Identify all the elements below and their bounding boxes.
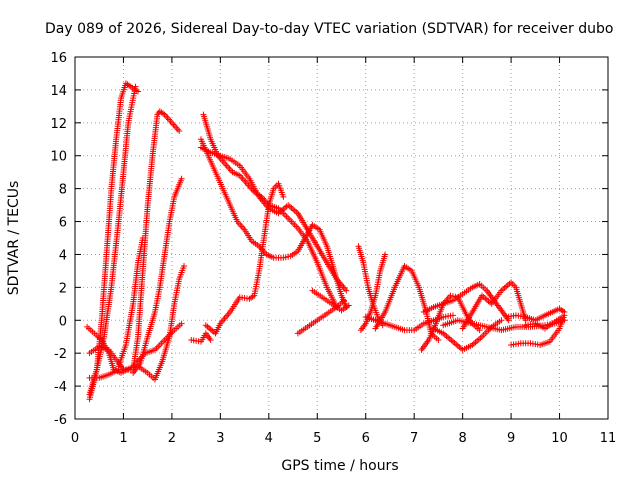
x-tick-label: 11 <box>600 431 617 446</box>
data-point <box>207 337 214 344</box>
y-axis-title: SDTVAR / TECUs <box>6 181 22 296</box>
y-tick-label: 0 <box>59 314 67 329</box>
data-point <box>343 287 350 294</box>
series-arc-9 <box>188 330 214 345</box>
y-tick-label: 4 <box>59 248 67 263</box>
y-tick-label: -4 <box>54 380 67 395</box>
data-point <box>449 312 456 319</box>
y-tick-label: 12 <box>50 117 67 132</box>
series-arc-24 <box>508 312 568 348</box>
data-point <box>561 309 568 316</box>
plot-frame <box>74 56 609 420</box>
data-point <box>120 366 127 373</box>
y-tick-label: -2 <box>54 347 67 362</box>
x-tick-label: 0 <box>71 431 79 446</box>
y-tick-label: -6 <box>54 413 67 428</box>
x-tick-label: 7 <box>410 431 418 446</box>
data-point <box>178 175 185 182</box>
series-arc-5 <box>130 175 185 376</box>
data-point <box>558 313 565 320</box>
y-tick-label: 6 <box>59 216 67 231</box>
y-tick-label: 2 <box>59 281 67 296</box>
x-tick-label: 2 <box>168 431 176 446</box>
data-point <box>132 83 139 90</box>
series-arc-13 <box>197 144 350 294</box>
series-arc-15 <box>309 287 352 314</box>
grid <box>75 57 608 419</box>
series-arc-22 <box>430 317 505 353</box>
x-tick-label: 1 <box>119 431 127 446</box>
data-point <box>340 297 347 304</box>
x-tick-label: 10 <box>551 431 568 446</box>
series-arc-14 <box>294 297 347 337</box>
series-arc-4 <box>86 108 183 381</box>
x-tick-label: 4 <box>265 431 273 446</box>
x-tick-label: 9 <box>507 431 515 446</box>
y-tick-label: 10 <box>50 150 67 165</box>
data-point <box>280 193 287 200</box>
x-axis-title: GPS time / hours <box>281 458 398 474</box>
series-arc-21 <box>420 281 512 324</box>
series-arc-3 <box>86 83 139 398</box>
data-point <box>345 302 352 309</box>
data-marks <box>84 80 568 403</box>
data-point <box>476 327 483 334</box>
data-point <box>382 251 389 258</box>
y-tick-label: 14 <box>50 84 67 99</box>
plot-title: Day 089 of 2026, Sidereal Day-to-day VTE… <box>45 21 613 37</box>
data-point <box>435 337 442 344</box>
data-point <box>139 235 146 241</box>
data-point <box>181 262 188 269</box>
series-arc-17 <box>357 251 389 334</box>
series-arc-23 <box>459 279 529 332</box>
x-tick-label: 3 <box>216 431 224 446</box>
x-tick-label: 6 <box>362 431 370 446</box>
data-point <box>176 128 183 135</box>
data-point <box>561 317 568 324</box>
x-tick-label: 5 <box>313 431 321 446</box>
x-tick-label: 8 <box>458 431 466 446</box>
series-arc-7 <box>134 262 188 383</box>
y-tick-label: 16 <box>50 51 67 66</box>
series-arc-27 <box>522 313 565 332</box>
series-arc-8 <box>86 343 127 373</box>
data-point <box>498 317 505 324</box>
series-arc-25 <box>503 305 568 324</box>
series-arc-10 <box>202 180 287 337</box>
data-point <box>178 320 185 327</box>
y-tick-label: 8 <box>59 183 67 198</box>
